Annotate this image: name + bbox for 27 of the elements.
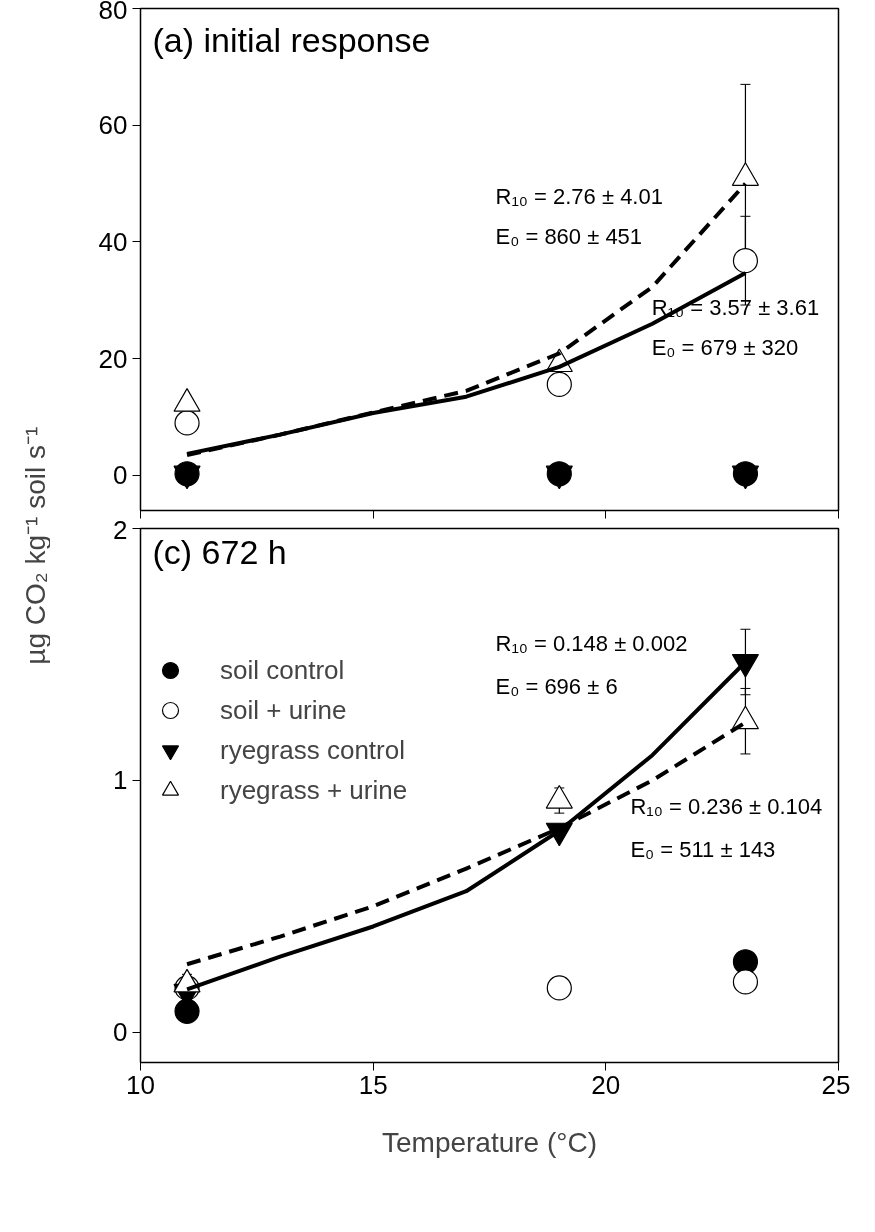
y-tick-label: 0 xyxy=(113,1017,128,1048)
x-tick-label: 20 xyxy=(591,1069,621,1100)
y-tick-label: 60 xyxy=(98,110,128,141)
annotation: E₀ = 696 ± 6 xyxy=(495,674,618,700)
chart-title: (a) initial response xyxy=(152,20,431,59)
y-axis-title: µg CO₂ kg⁻¹ soil s⁻¹ xyxy=(20,426,51,665)
annotation: E₀ = 679 ± 320 xyxy=(651,334,799,360)
x-tick-label: 25 xyxy=(821,1069,851,1100)
x-axis-title: Temperature (°C) xyxy=(381,1126,598,1158)
annotation: E₀ = 860 ± 451 xyxy=(495,224,643,250)
y-tick-label: 80 xyxy=(98,0,128,25)
y-tick-label: 2 xyxy=(113,514,128,545)
legend-label: soil control xyxy=(220,654,345,686)
legend-label: soil + urine xyxy=(220,694,347,726)
y-tick-label: 0 xyxy=(113,460,128,491)
annotation: E₀ = 511 ± 143 xyxy=(630,836,776,862)
y-tick-label: 20 xyxy=(98,343,128,374)
y-tick-label: 40 xyxy=(98,226,128,257)
annotation: R₁₀ = 0.148 ± 0.002 xyxy=(495,631,688,656)
legend-label: ryegrass control xyxy=(220,734,405,766)
annotation: R₁₀ = 0.236 ± 0.104 xyxy=(630,793,823,819)
y-tick-label: 1 xyxy=(113,765,128,796)
chart-title: (c) 672 h xyxy=(152,532,287,571)
x-tick-label: 15 xyxy=(358,1069,388,1100)
x-tick-label: 10 xyxy=(126,1069,155,1100)
legend-label: ryegrass + urine xyxy=(220,774,408,806)
annotation: R₁₀ = 2.76 ± 4.01 xyxy=(495,184,663,210)
